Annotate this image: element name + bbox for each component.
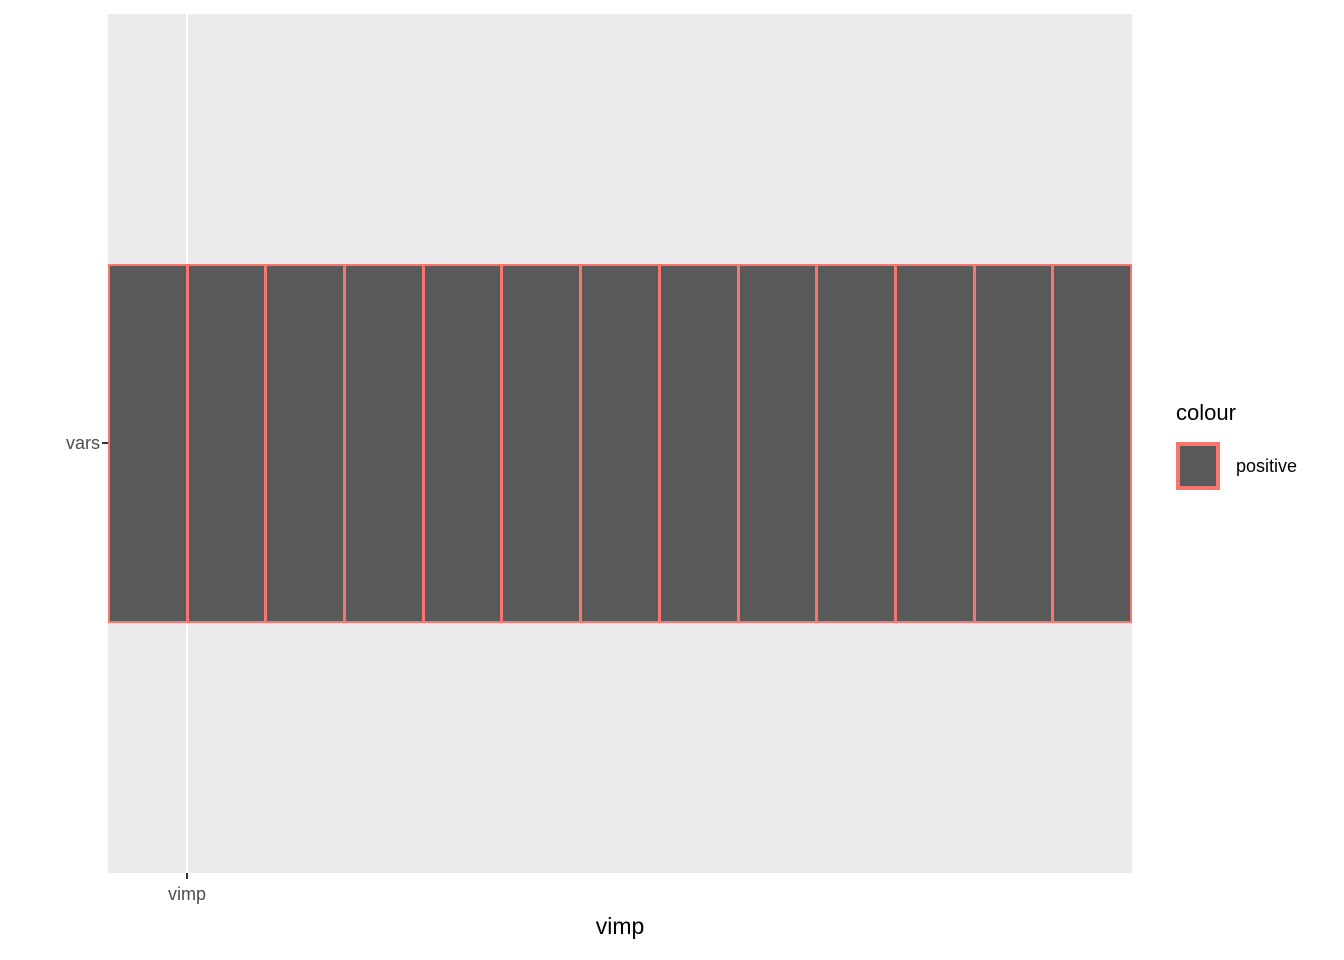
legend: colour positive <box>1176 400 1344 490</box>
bar-segment <box>582 266 658 621</box>
legend-title: colour <box>1176 400 1236 425</box>
y-axis-tick-mark <box>102 442 108 444</box>
bar-segment <box>110 266 186 621</box>
legend-item: positive <box>1176 442 1344 490</box>
legend-item-label: positive <box>1236 456 1298 476</box>
x-axis-tick-mark <box>186 873 188 879</box>
bar-segment <box>503 266 580 621</box>
bar-segment <box>346 266 422 621</box>
bar-segment <box>818 266 894 621</box>
bar-segment <box>660 266 737 621</box>
bar-segment <box>267 266 344 621</box>
y-axis-tick-label: vars <box>65 433 100 453</box>
bar-segment <box>896 266 973 621</box>
x-axis-tick-label: vimp <box>167 884 206 904</box>
bar-segment <box>1054 266 1130 621</box>
bar-segment <box>188 266 265 621</box>
stacked-bar <box>108 264 1132 623</box>
bar-segment <box>424 266 501 621</box>
legend-key-swatch <box>1176 442 1220 490</box>
bar-segment <box>975 266 1052 621</box>
x-axis-title: vimp <box>595 913 645 939</box>
bar-segment <box>739 266 816 621</box>
plot-panel <box>108 14 1132 873</box>
